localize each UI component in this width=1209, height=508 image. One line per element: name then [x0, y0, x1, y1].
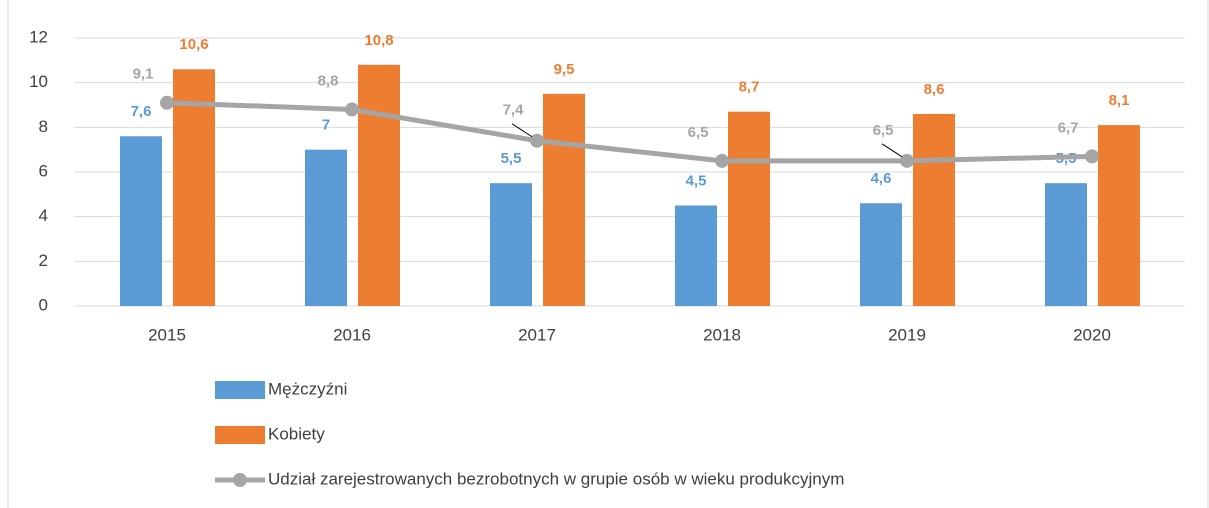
x-tick-label: 2020	[1073, 325, 1111, 344]
line-point	[530, 133, 544, 148]
value-label: 6,5	[688, 124, 709, 141]
bar	[1045, 183, 1087, 306]
line-point	[715, 153, 729, 168]
y-tick-label: 4	[39, 206, 48, 225]
bar	[728, 111, 770, 306]
bar	[120, 136, 162, 306]
line	[166, 100, 1093, 164]
value-label: 7,4	[503, 102, 525, 119]
value-label: 10,6	[179, 36, 208, 53]
value-label: 9,5	[554, 61, 575, 78]
legend-swatch	[215, 381, 265, 399]
leader-line	[881, 143, 903, 158]
value-label: 4,6	[871, 170, 892, 187]
legend-label: Kobiety	[268, 424, 325, 443]
value-label: 6,5	[873, 122, 894, 139]
x-tick-label: 2016	[333, 325, 371, 344]
y-tick-label: 10	[29, 72, 48, 91]
x-tick-label: 2018	[703, 325, 741, 344]
value-label: 8,7	[739, 79, 760, 96]
value-label: 5,5	[501, 150, 522, 167]
bar	[543, 93, 585, 306]
legend-swatch	[233, 473, 247, 487]
chart-frame	[7, 0, 1209, 508]
bar	[305, 149, 347, 306]
x-tick-label: 2015	[148, 325, 186, 344]
y-tick-label: 8	[39, 117, 48, 136]
x-tick-label: 2017	[518, 325, 556, 344]
value-label: 4,5	[686, 172, 707, 189]
value-label: 6,7	[1058, 119, 1079, 136]
x-tick-label: 2019	[888, 325, 926, 344]
leader-line	[511, 123, 533, 138]
legend-label: Udział zarejestrowanych bezrobotnych w g…	[268, 469, 844, 488]
bar	[860, 203, 902, 306]
y-tick-label: 6	[39, 161, 48, 180]
value-label: 7,6	[131, 103, 152, 120]
legend-swatch	[215, 426, 265, 444]
bar	[490, 183, 532, 306]
value-label: 8,8	[318, 72, 339, 89]
bar	[913, 113, 955, 306]
y-tick-label: 2	[39, 251, 48, 270]
legend-label: Mężczyźni	[268, 379, 347, 398]
line-point	[1085, 149, 1099, 164]
y-tick-label: 12	[29, 27, 48, 46]
line-point	[900, 153, 914, 168]
y-tick-label: 0	[39, 295, 48, 314]
value-label: 8,1	[1109, 92, 1130, 109]
value-label: 8,6	[924, 81, 945, 98]
bar	[173, 69, 215, 307]
bar	[358, 64, 400, 306]
value-label: 10,8	[364, 32, 393, 49]
bar	[675, 205, 717, 306]
line-point	[345, 102, 359, 117]
bar	[1098, 125, 1140, 306]
line-point	[160, 95, 174, 110]
value-label: 9,1	[133, 66, 154, 83]
value-label: 7	[322, 117, 330, 134]
